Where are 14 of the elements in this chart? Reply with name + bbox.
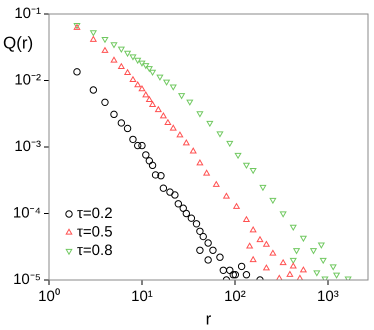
legend-label: τ=0.8 xyxy=(77,242,113,260)
y-axis-title: Q(r) xyxy=(3,34,34,53)
y-tick-label: 10⁻⁴ xyxy=(12,204,41,222)
x-axis-title: r xyxy=(206,310,212,329)
y-tick-label: 10⁻⁵ xyxy=(13,271,41,288)
legend-label: τ=0.5 xyxy=(77,224,113,241)
x-tick-label: 10² xyxy=(224,288,246,306)
x-tick-label: 10¹ xyxy=(131,288,153,306)
legend-label: τ=0.2 xyxy=(77,205,113,222)
x-tick-label: 10⁰ xyxy=(38,288,60,306)
y-tick-label: 10⁻³ xyxy=(14,138,41,156)
y-tick-label: 10⁻¹ xyxy=(14,5,41,22)
y-tick-label: 10⁻² xyxy=(14,72,41,89)
x-tick-label: 10³ xyxy=(317,288,339,306)
